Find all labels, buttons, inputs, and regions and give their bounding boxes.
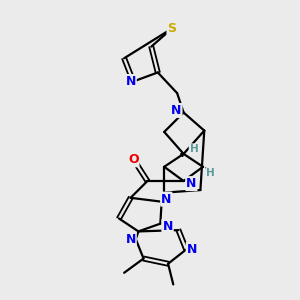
Text: H: H xyxy=(206,168,215,178)
Text: N: N xyxy=(125,233,136,246)
Text: S: S xyxy=(167,22,176,35)
Text: N: N xyxy=(162,220,173,233)
Text: N: N xyxy=(161,193,172,206)
Text: N: N xyxy=(171,104,182,117)
Text: O: O xyxy=(128,153,139,166)
Text: N: N xyxy=(186,177,197,190)
Text: N: N xyxy=(125,75,136,88)
Text: H: H xyxy=(190,144,198,154)
Polygon shape xyxy=(181,154,184,157)
Text: N: N xyxy=(187,243,197,256)
